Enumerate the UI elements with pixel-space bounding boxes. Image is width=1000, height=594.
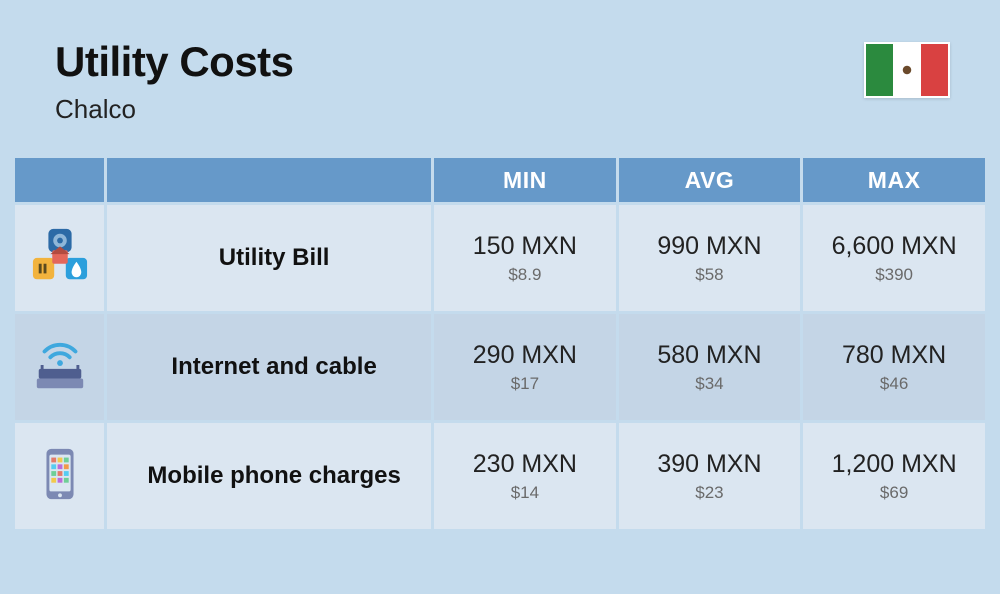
secondary-value: $58 bbox=[619, 265, 801, 285]
col-header-empty-icon bbox=[15, 158, 104, 202]
secondary-value: $34 bbox=[619, 374, 801, 394]
primary-value: 230 MXN bbox=[434, 450, 616, 479]
row-label: Mobile phone charges bbox=[107, 423, 431, 529]
page-subtitle: Chalco bbox=[55, 94, 294, 125]
cell-min: 230 MXN $14 bbox=[434, 423, 616, 529]
cell-avg: 990 MXN $58 bbox=[619, 205, 801, 311]
row-label: Internet and cable bbox=[107, 314, 431, 420]
row-icon-cell bbox=[15, 314, 104, 420]
secondary-value: $8.9 bbox=[434, 265, 616, 285]
primary-value: 290 MXN bbox=[434, 341, 616, 370]
cell-avg: 390 MXN $23 bbox=[619, 423, 801, 529]
utility-bill-icon bbox=[31, 227, 89, 285]
col-header-empty-label bbox=[107, 158, 431, 202]
secondary-value: $23 bbox=[619, 483, 801, 503]
secondary-value: $17 bbox=[434, 374, 616, 394]
col-header-avg: AVG bbox=[619, 158, 801, 202]
cell-avg: 580 MXN $34 bbox=[619, 314, 801, 420]
table-row: Internet and cable 290 MXN $17 580 MXN $… bbox=[15, 314, 985, 420]
cell-min: 290 MXN $17 bbox=[434, 314, 616, 420]
primary-value: 6,600 MXN bbox=[803, 232, 985, 261]
cell-min: 150 MXN $8.9 bbox=[434, 205, 616, 311]
table-header-row: MIN AVG MAX bbox=[15, 158, 985, 202]
row-icon-cell bbox=[15, 205, 104, 311]
table-row: Utility Bill 150 MXN $8.9 990 MXN $58 6,… bbox=[15, 205, 985, 311]
primary-value: 990 MXN bbox=[619, 232, 801, 261]
primary-value: 150 MXN bbox=[434, 232, 616, 261]
title-block: Utility Costs Chalco bbox=[55, 38, 294, 125]
mexico-flag-icon bbox=[864, 42, 950, 98]
primary-value: 1,200 MXN bbox=[803, 450, 985, 479]
page-title: Utility Costs bbox=[55, 38, 294, 86]
col-header-min: MIN bbox=[434, 158, 616, 202]
table-row: Mobile phone charges 230 MXN $14 390 MXN… bbox=[15, 423, 985, 529]
mobile-phone-icon bbox=[31, 445, 89, 503]
secondary-value: $14 bbox=[434, 483, 616, 503]
primary-value: 390 MXN bbox=[619, 450, 801, 479]
cell-max: 6,600 MXN $390 bbox=[803, 205, 985, 311]
primary-value: 580 MXN bbox=[619, 341, 801, 370]
internet-cable-icon bbox=[31, 336, 89, 394]
secondary-value: $46 bbox=[803, 374, 985, 394]
col-header-max: MAX bbox=[803, 158, 985, 202]
row-icon-cell bbox=[15, 423, 104, 529]
cell-max: 780 MXN $46 bbox=[803, 314, 985, 420]
cell-max: 1,200 MXN $69 bbox=[803, 423, 985, 529]
primary-value: 780 MXN bbox=[803, 341, 985, 370]
secondary-value: $390 bbox=[803, 265, 985, 285]
header: Utility Costs Chalco bbox=[0, 0, 1000, 155]
utility-costs-table: MIN AVG MAX Utility Bil bbox=[0, 155, 1000, 532]
row-label: Utility Bill bbox=[107, 205, 431, 311]
secondary-value: $69 bbox=[803, 483, 985, 503]
